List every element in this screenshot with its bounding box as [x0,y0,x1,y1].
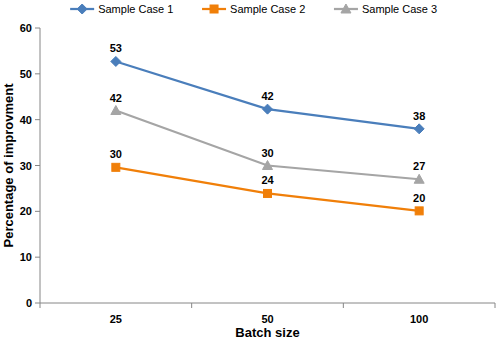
data-label: 24 [261,174,274,186]
x-tick-divider [495,303,496,308]
y-tick-label: 10 [20,251,32,263]
data-point [111,106,121,115]
data-point [263,161,273,170]
legend-label: Sample Case 1 [98,3,173,15]
x-axis [40,303,495,304]
data-point [414,124,424,134]
data-label: 42 [110,92,122,104]
legend-marker [210,5,218,13]
legend-label: Sample Case 2 [230,3,305,15]
data-label: 30 [110,148,122,160]
legend-marker [341,4,351,13]
y-tick [35,165,40,166]
x-tick-divider [40,303,41,308]
series-line [116,61,419,128]
data-point [112,163,120,171]
y-tick-label: 30 [20,160,32,172]
x-tick-divider [343,303,344,308]
legend: Sample Case 1 Sample Case 2 Sample Case 3 [70,3,437,15]
data-label: 38 [413,110,425,122]
y-tick [35,28,40,29]
chart: 0 10 20 30 40 50 60 25 50 100 Batch size Percentage… [0,0,500,344]
data-point [263,104,273,114]
data-label: 27 [413,160,425,172]
x-tick-label: 25 [110,313,122,325]
y-tick [35,211,40,212]
y-tick [35,257,40,258]
legend-label: Sample Case 3 [362,3,437,15]
series-line [116,167,419,211]
data-label: 53 [110,42,122,54]
y-tick-label: 0 [26,297,32,309]
data-label: 30 [261,147,273,159]
data-labels: 53 42 38 30 24 20 42 30 27 [110,42,426,203]
y-tick-label: 50 [20,68,32,80]
y-tick-label: 40 [20,114,32,126]
x-tick-label: 100 [410,313,428,325]
y-tick-label: 20 [20,205,32,217]
x-tick-label: 50 [261,313,273,325]
series-line [116,111,419,180]
y-tick [35,303,40,304]
data-point [111,56,121,66]
plot-area [111,56,424,214]
y-tick-label: 60 [20,22,32,34]
data-label: 42 [261,90,273,102]
data-point [415,207,423,215]
legend-marker [77,4,87,14]
x-axis-title: Batch size [235,325,299,340]
y-axis-title: Percentage of improvment [1,83,16,248]
data-label: 20 [413,192,425,204]
y-tick [35,119,40,120]
x-tick-divider [191,303,192,308]
y-tick [35,73,40,74]
data-point [414,174,424,183]
data-point [264,189,272,197]
